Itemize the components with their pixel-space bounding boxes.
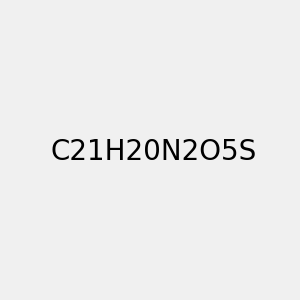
Text: C21H20N2O5S: C21H20N2O5S	[51, 137, 257, 166]
